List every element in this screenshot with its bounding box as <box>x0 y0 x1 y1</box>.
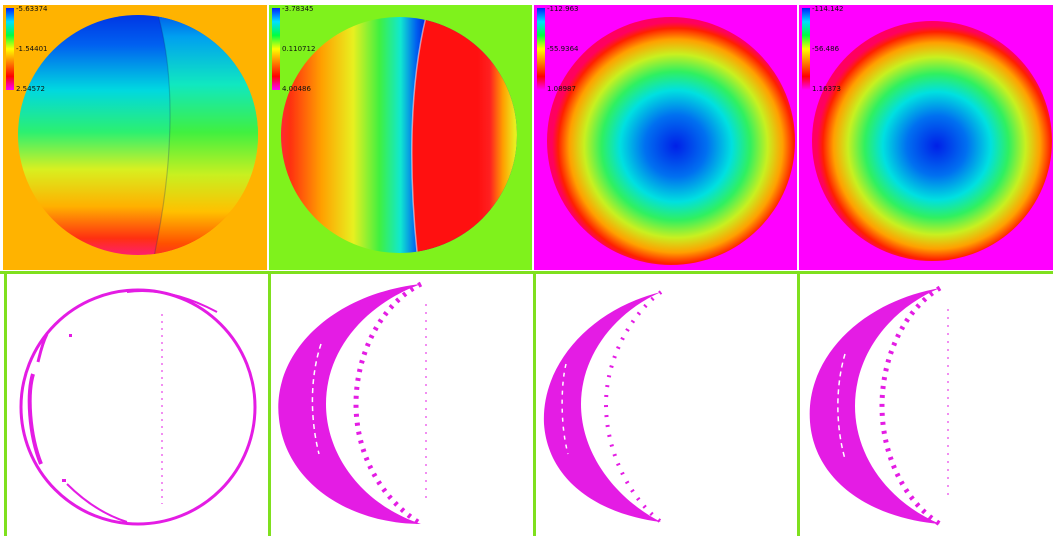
sphere-radial-depth <box>534 5 797 270</box>
sphere-horizontal-bands <box>3 5 267 270</box>
colorbar-min-label: 1.08987 <box>547 85 576 93</box>
panel-top-2-vertical-map: -3.78345 0.110712 4.00486 <box>269 5 532 270</box>
panel-top-1-horizontal-map: -5.63374 -1.54401 2.54572 <box>3 5 267 270</box>
colorbar <box>272 8 280 90</box>
error-crescent <box>809 285 949 527</box>
panel-top-3-depth-map: -112.963 -55.9364 1.08987 <box>534 5 797 270</box>
colorbar-min-label: 2.54572 <box>16 85 45 93</box>
colorbar-min-label: 1.16373 <box>812 85 841 93</box>
colorbar-mid-label: -55.9364 <box>547 45 579 53</box>
panel-bottom-3-error-map <box>536 274 797 536</box>
column-separator <box>268 274 271 536</box>
colorbar-min-label: 4.00486 <box>282 85 311 93</box>
colorbar <box>6 8 14 90</box>
colorbar <box>537 8 545 90</box>
column-separator <box>4 274 7 536</box>
panel-bottom-1-error-map <box>7 274 268 536</box>
colorbar-max-label: -3.78345 <box>282 5 314 13</box>
colorbar-mid-label: -1.54401 <box>16 45 48 53</box>
error-crescent <box>543 290 663 524</box>
error-crescent <box>278 281 427 527</box>
sphere-radial-depth <box>799 5 1053 270</box>
colorbar-max-label: -114.142 <box>812 5 844 13</box>
colorbar-max-label: -5.63374 <box>16 5 48 13</box>
colorbar-mid-label: 0.110712 <box>282 45 316 53</box>
error-ring <box>19 288 257 526</box>
panel-bottom-4-error-map <box>800 274 1053 536</box>
colorbar-max-label: -112.963 <box>547 5 579 13</box>
panel-top-4-depth-map: -114.142 -56.486 1.16373 <box>799 5 1053 270</box>
colorbar <box>802 8 810 90</box>
panel-bottom-2-error-map <box>271 274 533 536</box>
colorbar-mid-label: -56.486 <box>812 45 840 53</box>
sphere-vertical-bands <box>269 5 532 270</box>
column-separator <box>797 274 800 536</box>
row-separator <box>0 271 1053 274</box>
column-separator <box>533 274 536 536</box>
